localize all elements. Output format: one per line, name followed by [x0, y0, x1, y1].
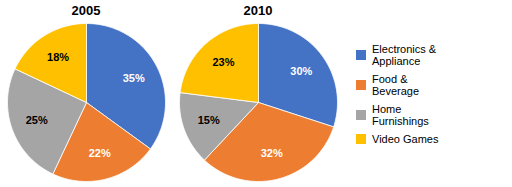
svg-text:23%: 23% — [212, 56, 234, 68]
svg-text:22%: 22% — [89, 147, 111, 159]
html-text:2005: 2005 — [71, 3, 101, 18]
html-text:Electronics & Appliance: Electronics & Appliance — [372, 42, 437, 67]
html-text:Video Games: Video Games — [372, 132, 439, 145]
svg-text:18%: 18% — [47, 51, 69, 63]
html-text:Home Furnishings: Home Furnishings — [372, 102, 429, 127]
svg-text:15%: 15% — [198, 114, 220, 126]
svg-text:32%: 32% — [261, 147, 283, 159]
svg-text:25%: 25% — [26, 114, 48, 126]
html-text:Food & Beverage: Food & Beverage — [372, 72, 420, 97]
svg-text:30%: 30% — [290, 65, 312, 77]
svg-text:35%: 35% — [123, 72, 145, 84]
html-text:2010: 2010 — [243, 3, 273, 18]
